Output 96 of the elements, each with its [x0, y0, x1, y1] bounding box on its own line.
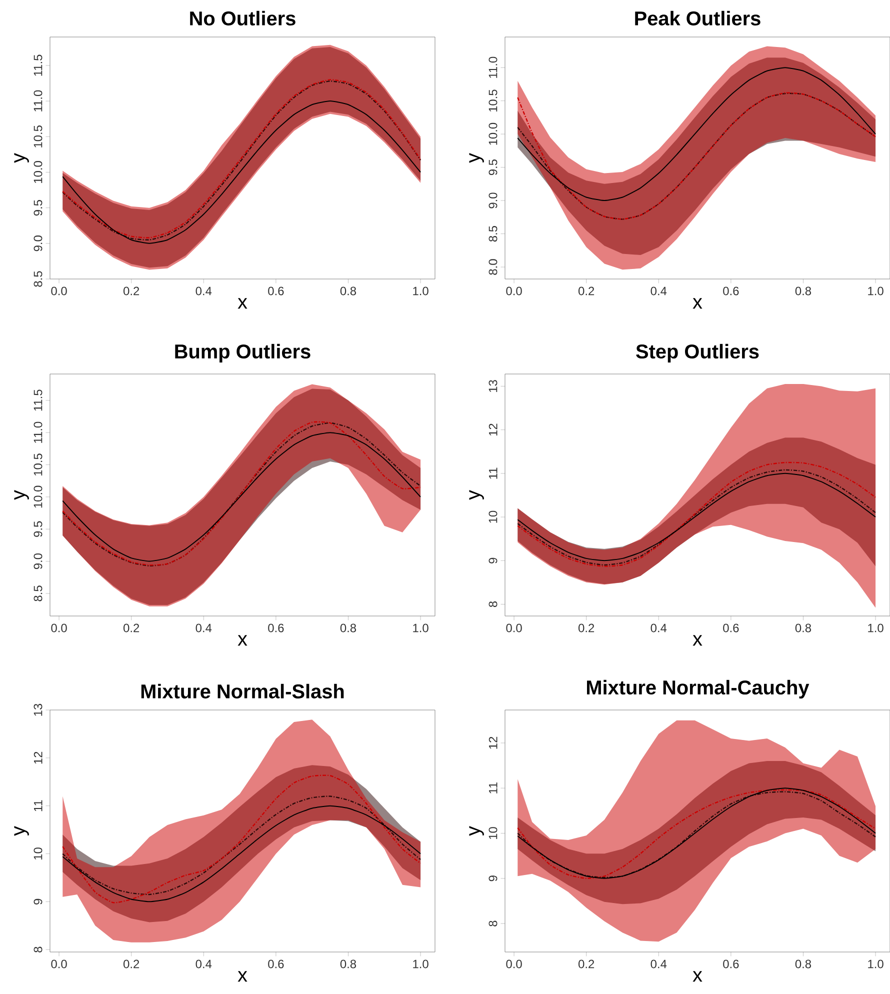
y-tick-label: 11.5 — [34, 390, 42, 411]
y-tick-label: 13 — [34, 704, 42, 716]
x-tick-label: 0.6 — [723, 960, 739, 968]
x-tick-label: 0.4 — [196, 624, 212, 632]
x-tick-label: 0.0 — [51, 286, 67, 296]
y-tick-label: 12 — [488, 736, 498, 749]
x-tick-label: 0.4 — [196, 960, 212, 968]
y-tick-label: 9.0 — [34, 553, 42, 570]
line-series — [62, 805, 421, 902]
y-tick-label: 8.5 — [488, 226, 498, 242]
x-tick-label: 0.8 — [340, 960, 356, 968]
y-tick-label: 8.0 — [488, 259, 498, 275]
x-tick-label: 0.8 — [340, 624, 356, 632]
y-axis-title: y — [469, 826, 484, 836]
y-tick-label: 10 — [488, 827, 498, 839]
x-tick-label: 1.0 — [868, 624, 884, 632]
chart-title: Bump Outliers — [175, 344, 310, 363]
y-tick-label: 11.0 — [34, 90, 42, 112]
x-tick-label: 0.6 — [268, 624, 284, 632]
y-tick-label: 11 — [34, 800, 42, 812]
y-tick-label: 12 — [488, 424, 498, 436]
x-axis-title: x — [692, 635, 702, 646]
y-tick-label: 12 — [34, 752, 42, 764]
y-tick-label: 8 — [34, 946, 42, 952]
y-tick-label: 8 — [488, 920, 498, 926]
y-tick-label: 11.0 — [34, 422, 42, 443]
x-tick-label: 0.4 — [650, 624, 666, 632]
x-tick-label: 1.0 — [868, 960, 884, 968]
x-tick-label: 0.8 — [795, 286, 811, 296]
y-tick-label: 10.0 — [488, 122, 498, 145]
y-tick-label: 9.5 — [34, 200, 42, 216]
x-tick-label: 0.2 — [578, 624, 594, 632]
x-tick-label: 0.6 — [268, 286, 284, 296]
y-tick-label: 8 — [488, 601, 498, 608]
x-tick-label: 0.0 — [506, 960, 522, 968]
x-tick-label: 0.8 — [795, 624, 811, 632]
y-tick-label: 13 — [488, 380, 498, 392]
y-tick-label: 10 — [488, 510, 498, 523]
x-tick-label: 0.0 — [51, 624, 67, 632]
y-tick-label: 9.5 — [488, 160, 498, 176]
x-axis-title: x — [238, 971, 248, 982]
y-tick-label: 10.5 — [488, 90, 498, 112]
chart-title: Mixture Normal-Cauchy — [586, 680, 810, 698]
x-tick-label: 0.2 — [123, 286, 139, 296]
x-tick-label: 0.6 — [268, 960, 284, 968]
x-tick-label: 1.0 — [868, 286, 884, 296]
y-tick-label: 8.5 — [34, 586, 42, 602]
y-tick-label: 9 — [488, 558, 498, 564]
y-tick-label: 10.5 — [34, 126, 42, 148]
y-axis-title: y — [14, 490, 29, 500]
line-series — [517, 67, 876, 202]
x-axis-title: x — [238, 298, 248, 309]
y-tick-label: 10.5 — [34, 454, 42, 476]
y-tick-label: 11 — [488, 468, 498, 479]
x-axis-title: x — [238, 635, 248, 646]
y-tick-label: 9.0 — [34, 236, 42, 252]
x-tick-label: 0.2 — [578, 960, 594, 968]
chart-title: Peak Outliers — [635, 10, 760, 26]
y-axis-title: y — [14, 826, 29, 836]
x-tick-label: 1.0 — [413, 624, 428, 632]
x-axis-title: x — [692, 971, 702, 982]
y-tick-label: 8.5 — [34, 271, 42, 287]
y-axis-title: y — [14, 153, 29, 163]
x-tick-label: 0.2 — [123, 960, 139, 968]
x-tick-label: 0.0 — [506, 286, 522, 296]
y-tick-label: 10 — [34, 848, 42, 860]
y-tick-label: 11 — [488, 782, 498, 794]
x-axis-title: x — [692, 298, 702, 309]
x-tick-label: 0.8 — [795, 960, 811, 968]
y-axis-title: y — [469, 490, 484, 500]
x-tick-label: 1.0 — [413, 960, 428, 968]
x-tick-label: 0.6 — [723, 624, 739, 632]
x-tick-label: 1.0 — [413, 286, 428, 296]
y-tick-label: 11.5 — [34, 54, 42, 76]
chart-title: No Outliers — [190, 10, 296, 26]
y-tick-label: 9.0 — [488, 192, 498, 208]
chart-title: Step Outliers — [636, 344, 759, 363]
x-tick-label: 0.4 — [650, 286, 666, 296]
x-tick-label: 0.2 — [123, 624, 139, 632]
x-tick-label: 0.0 — [506, 624, 522, 632]
chart-title: Mixture Normal-Slash — [141, 684, 344, 698]
line-series — [62, 774, 422, 904]
x-tick-label: 0.6 — [723, 286, 739, 296]
x-tick-label: 0.2 — [578, 286, 594, 296]
y-tick-label: 10.0 — [34, 161, 42, 183]
y-tick-label: 9 — [34, 898, 42, 904]
y-tick-label: 10.0 — [34, 486, 42, 508]
y-axis-title: y — [469, 153, 484, 163]
x-tick-label: 0.0 — [51, 960, 67, 968]
line-series — [62, 796, 422, 896]
y-tick-label: 9 — [488, 876, 498, 882]
x-tick-label: 0.8 — [340, 286, 356, 296]
y-tick-label: 9.5 — [34, 521, 42, 537]
x-tick-label: 0.4 — [196, 286, 212, 296]
y-tick-label: 11.0 — [488, 56, 498, 78]
x-tick-label: 0.4 — [650, 960, 666, 968]
